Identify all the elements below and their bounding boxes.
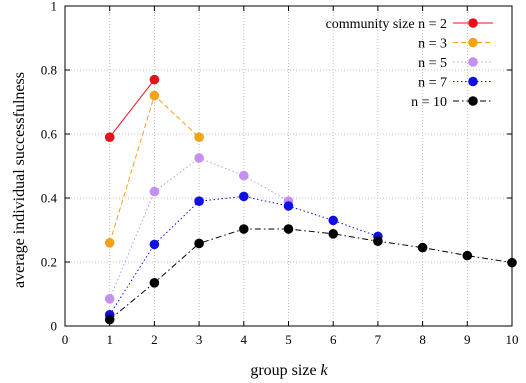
data-point [194,238,204,249]
data-point [239,170,249,181]
data-point [239,191,249,202]
y-tick-label: 0.4 [41,191,58,206]
data-point [104,314,115,325]
legend-marker [468,57,478,67]
y-tick-label: 0.6 [41,127,58,142]
x-tick-label: 8 [419,332,426,347]
legend: community size n = 2 n = 3 n = 5 n = 7 n = 1… [326,17,493,110]
legend-label: n = 10 [411,95,447,110]
y-axis-label: average individual successfulness [11,72,28,288]
series-group [104,74,517,325]
y-tick-label: 0 [51,319,58,334]
y-tick-label: 0.2 [41,255,57,270]
data-point [194,153,204,163]
legend-label: n = 5 [418,56,447,71]
x-tick-label: 0 [62,332,69,347]
data-point [104,294,115,304]
data-point [149,239,160,250]
x-tick-label: 7 [375,332,382,347]
legend-entry-4: n = 7 [418,76,493,91]
data-point [104,238,115,248]
legend-marker [468,76,478,87]
x-tick-label: 5 [285,332,292,347]
x-tick-label: 6 [330,332,337,347]
x-tick-label: 1 [106,332,113,347]
data-point [283,201,294,211]
legend-entry-1: community size n = 2 [326,17,493,32]
x-tick-label: 10 [506,332,519,347]
series-3 [104,153,294,304]
data-point [104,132,115,142]
data-point [462,250,473,261]
legend-marker [468,96,478,106]
data-point [507,257,517,268]
series-4 [104,191,383,320]
data-point [194,196,204,206]
x-axis-label: group size k [250,362,328,379]
legend-marker [468,37,478,48]
data-point [328,215,339,226]
data-point [149,186,160,197]
legend-marker [468,18,478,28]
x-tick-label: 4 [241,332,248,347]
legend-entry-2: n = 3 [418,37,493,52]
series-line [109,79,155,138]
data-point [194,132,204,142]
x-tick-label: 2 [151,332,158,347]
legend-label: community size n = 2 [326,17,447,32]
legend-label: n = 3 [418,37,447,52]
series-line [109,228,513,320]
data-point [283,224,294,234]
data-point [328,229,339,239]
x-tick-label: 3 [196,332,203,347]
grid [65,6,512,326]
x-axis-label-variable: k [321,362,329,379]
data-point [149,74,160,85]
series-1 [104,74,160,142]
y-tick-label: 0.8 [41,63,57,78]
legend-entry-3: n = 5 [418,56,493,71]
data-point [417,242,428,253]
y-tick-label: 1 [51,0,58,14]
ticks: 0 1 2 3 4 5 6 7 8 9 10 0 0.2 0.4 0.6 0.8 1 [41,0,519,347]
data-point [149,278,160,288]
data-point [373,236,383,246]
x-tick-label: 9 [464,332,471,347]
series-2 [104,90,204,248]
legend-label: n = 7 [418,76,447,91]
legend-entry-5: n = 10 [411,95,493,110]
series-5 [104,224,517,325]
x-axis-label-text: group size [250,362,316,379]
data-point [149,90,160,101]
data-point [239,224,249,234]
